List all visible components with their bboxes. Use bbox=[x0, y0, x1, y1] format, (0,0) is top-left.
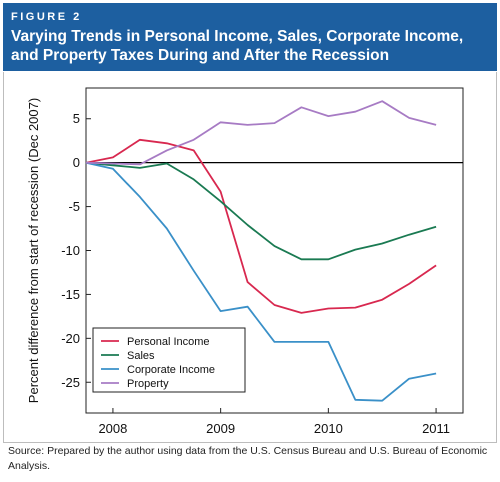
y-axis-label: Percent difference from start of recessi… bbox=[26, 98, 41, 403]
x-tick-label: 2008 bbox=[98, 421, 127, 436]
y-tick-label: -15 bbox=[61, 287, 80, 302]
legend-label-personal-income: Personal Income bbox=[127, 336, 210, 348]
chart-container bbox=[3, 72, 497, 443]
series-line-personal-income bbox=[85, 138, 437, 314]
y-tick-label: -20 bbox=[61, 331, 80, 346]
y-tick-label: 0 bbox=[73, 155, 80, 170]
x-tick-label: 2011 bbox=[422, 421, 450, 436]
series-line-sales bbox=[85, 161, 437, 261]
x-tick-label: 2010 bbox=[314, 421, 343, 436]
y-tick-label: -25 bbox=[61, 375, 80, 390]
y-tick-label: -5 bbox=[68, 199, 80, 214]
figure-header: FIGURE 2 Varying Trends in Personal Inco… bbox=[3, 3, 497, 71]
legend-box bbox=[92, 327, 246, 393]
legend-label-corporate-income: Corporate Income bbox=[127, 364, 215, 376]
y-tick-label: 5 bbox=[73, 111, 80, 126]
series-layer bbox=[85, 100, 437, 402]
axes-layer: 5 0 -5 -10 -15 -20 -25 2008 2009 2010 2011 Percent … bbox=[26, 87, 464, 436]
legend-label-sales: Sales bbox=[127, 350, 155, 362]
legend: Personal Income Sales Corporate Income Prop… bbox=[92, 327, 246, 393]
series-line-corporate-income bbox=[85, 161, 437, 402]
x-tick-label: 2009 bbox=[206, 421, 235, 436]
figure-title: Varying Trends in Personal Income, Sales… bbox=[11, 28, 464, 64]
figure-source: Source: Prepared by the author using dat… bbox=[8, 445, 488, 472]
y-tick-label: -10 bbox=[61, 243, 80, 258]
figure-label: FIGURE 2 bbox=[11, 11, 82, 23]
legend-label-property: Property bbox=[127, 378, 169, 390]
series-line-property bbox=[85, 100, 437, 166]
